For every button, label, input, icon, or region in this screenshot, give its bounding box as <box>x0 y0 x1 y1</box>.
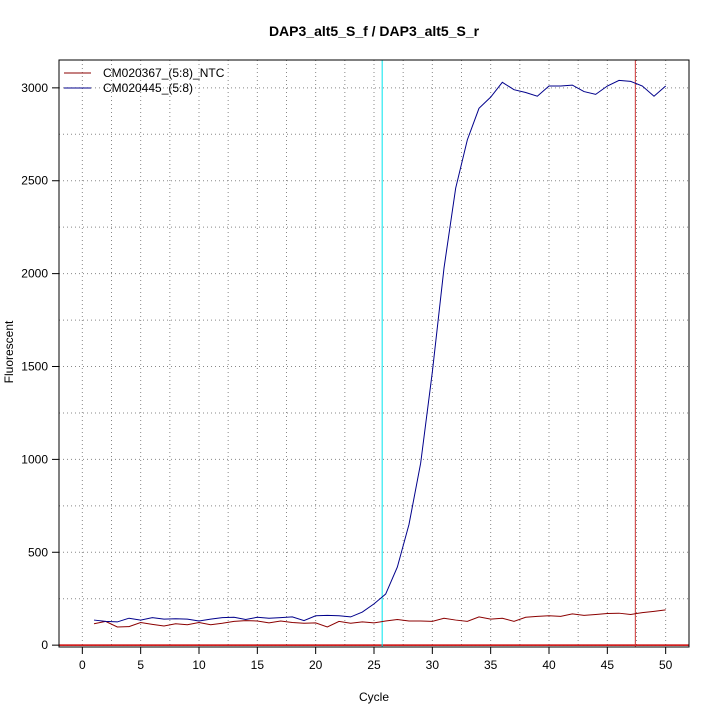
x-tick-label: 15 <box>251 658 265 672</box>
legend-label-1: CM020367_(5:8)_NTC <box>103 66 225 80</box>
y-tick-label: 0 <box>41 638 48 652</box>
chart-title: DAP3_alt5_S_f / DAP3_alt5_S_r <box>269 23 480 39</box>
x-tick-label: 25 <box>367 658 381 672</box>
x-tick-label: 45 <box>601 658 615 672</box>
vertical-markers <box>59 60 689 647</box>
legend-label-2: CM020445_(5:8) <box>103 81 193 95</box>
y-tick-label: 1500 <box>21 360 48 374</box>
series-line-1 <box>93 609 666 628</box>
series-lines <box>93 79 666 628</box>
x-axis-label: Cycle <box>359 690 389 704</box>
x-tick-label: 50 <box>659 658 673 672</box>
x-tick-label: 5 <box>137 658 144 672</box>
grid <box>59 60 689 647</box>
y-axis-label: Fluorescent <box>2 320 16 383</box>
y-tick-label: 2500 <box>21 174 48 188</box>
y-tick-label: 3000 <box>21 81 48 95</box>
x-tick-label: 30 <box>426 658 440 672</box>
x-tick-label: 20 <box>309 658 323 672</box>
x-tick-label: 35 <box>484 658 498 672</box>
y-tick-label: 2000 <box>21 267 48 281</box>
series-line-2 <box>93 79 666 623</box>
x-tick-label: 10 <box>192 658 206 672</box>
x-tick-label: 40 <box>542 658 556 672</box>
y-tick-label: 500 <box>28 545 48 559</box>
x-tick-label: 0 <box>79 658 86 672</box>
y-tick-label: 1000 <box>21 452 48 466</box>
y-axis-ticks: 0 500 1000 1500 2000 2500 3000 <box>21 81 59 652</box>
x-axis-ticks: 0 5 10 15 20 25 30 35 40 45 50 <box>79 647 673 672</box>
